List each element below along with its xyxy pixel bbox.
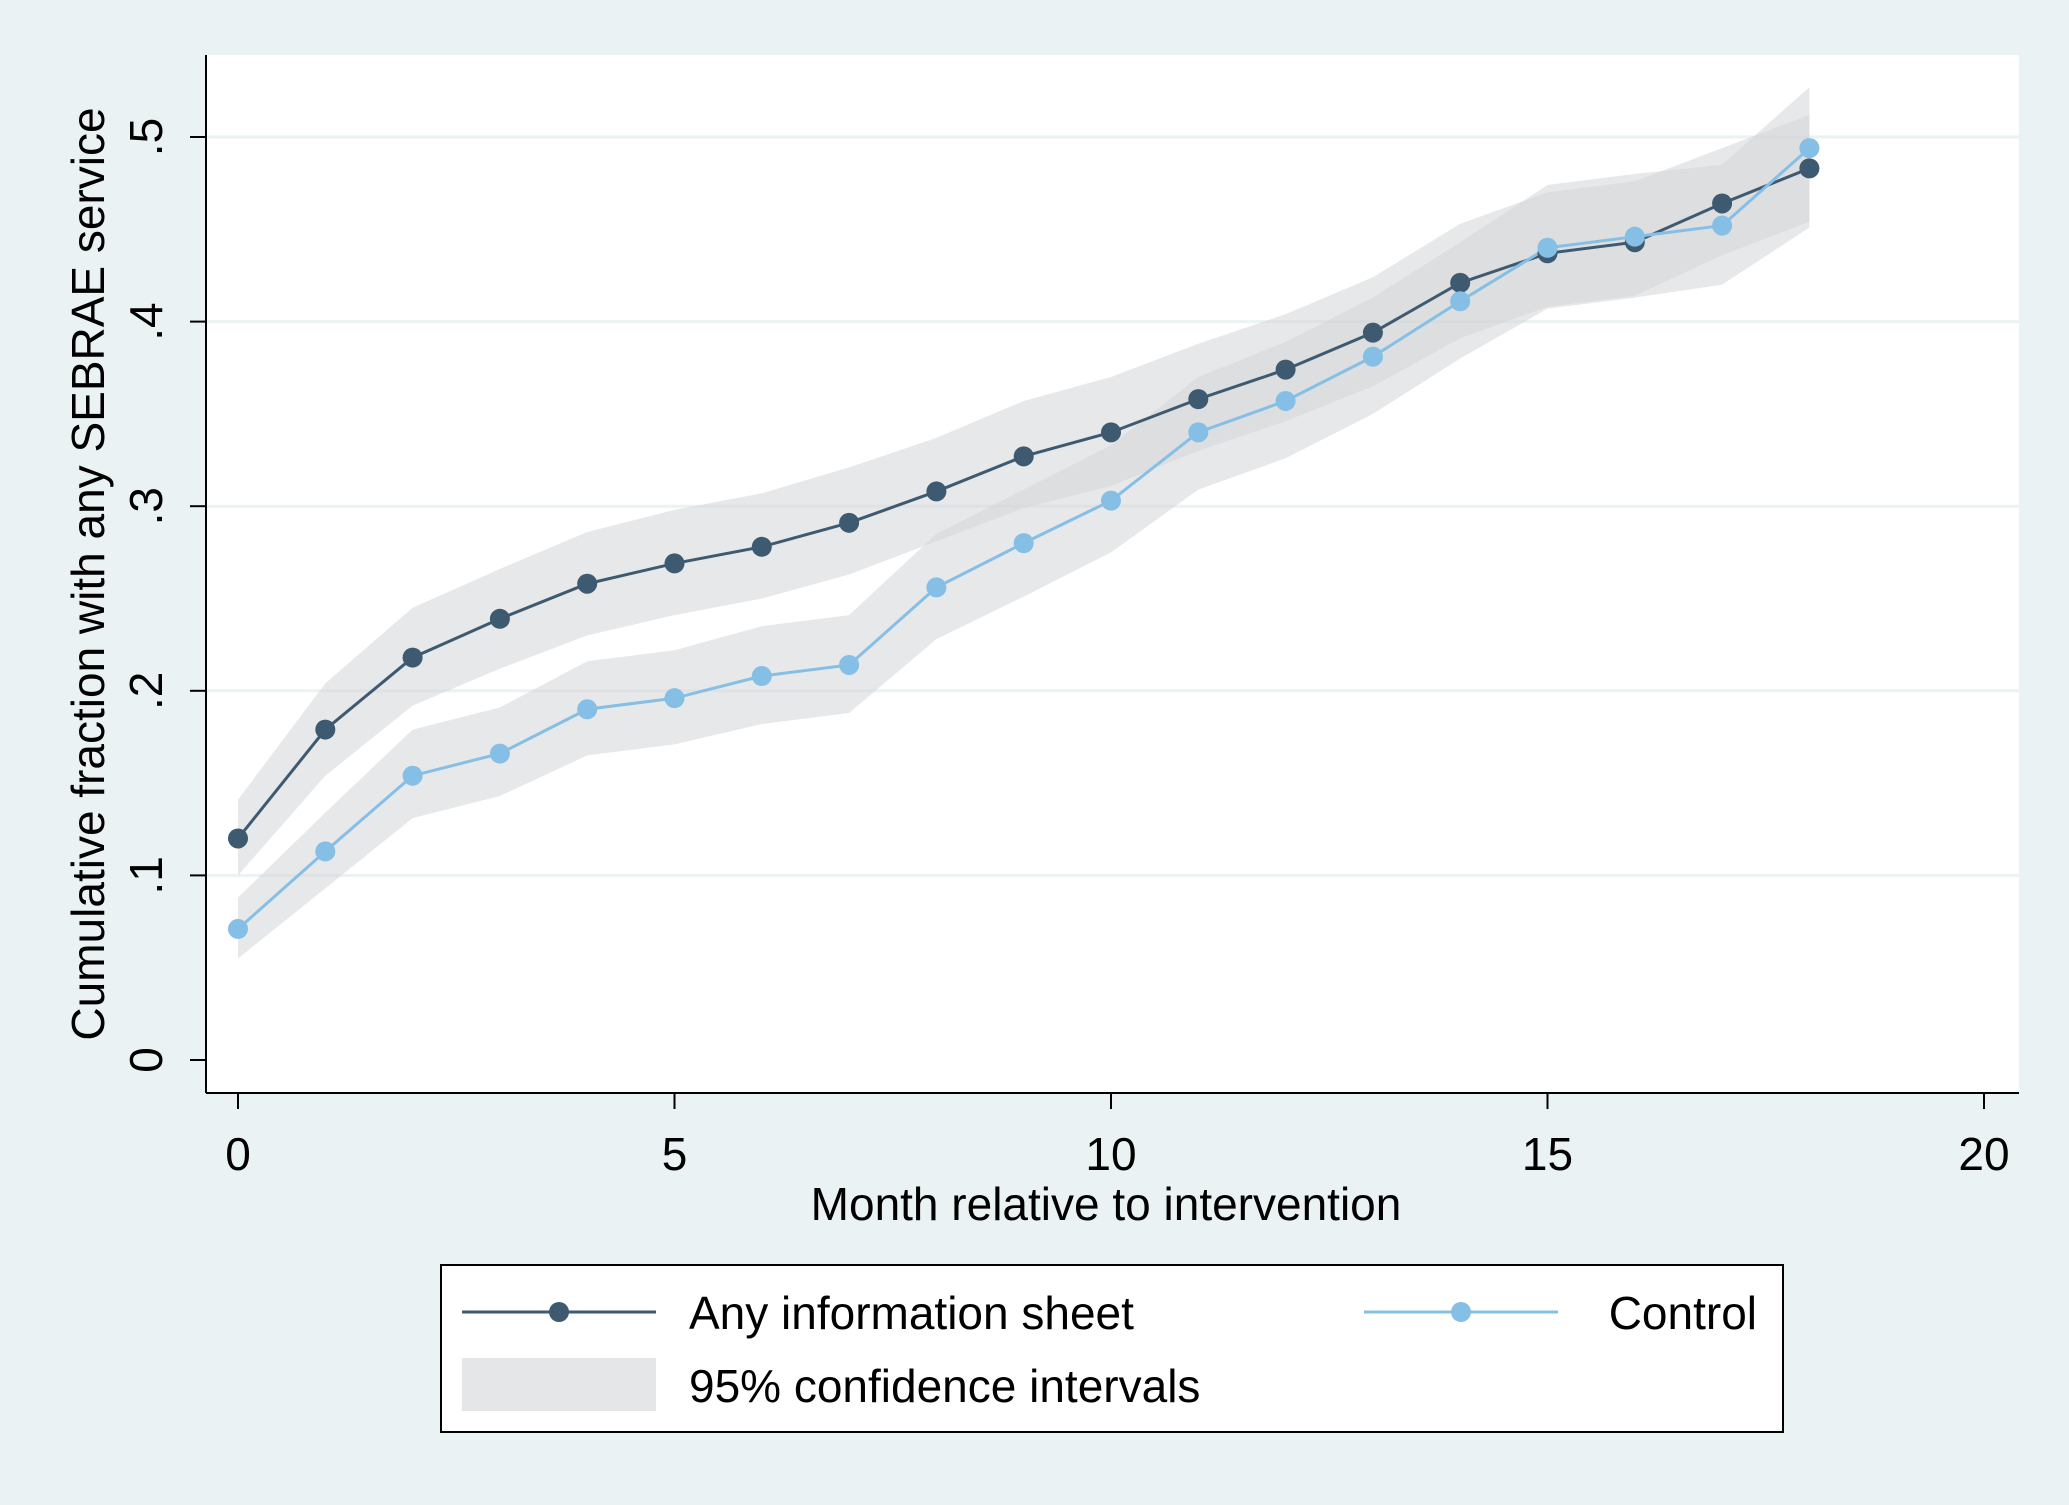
- legend-marker-any-information-sheet: [549, 1302, 569, 1322]
- point-any-information-sheet-2: [402, 647, 423, 668]
- point-any-information-sheet-13: [1362, 322, 1383, 343]
- point-control-16: [1624, 226, 1645, 247]
- y-axis-label: Cumulative fraction with any SEBRAE serv…: [62, 107, 114, 1040]
- x-tick-label-0: 0: [225, 1128, 251, 1180]
- legend-label-confidence-intervals: 95% confidence intervals: [689, 1360, 1200, 1412]
- point-control-5: [664, 688, 685, 709]
- y-tick-label-5: .5: [120, 118, 172, 156]
- point-any-information-sheet-17: [1712, 193, 1733, 214]
- y-tick-label-3: .3: [120, 487, 172, 525]
- point-control-2: [402, 765, 423, 786]
- point-any-information-sheet-8: [926, 481, 947, 502]
- point-control-6: [751, 666, 772, 687]
- confidence-bands: [238, 87, 1810, 959]
- point-control-15: [1537, 237, 1558, 258]
- series-points: [228, 138, 1820, 939]
- point-control-4: [577, 699, 598, 720]
- point-control-10: [1101, 490, 1121, 511]
- point-any-information-sheet-18: [1799, 158, 1820, 179]
- point-control-17: [1712, 215, 1733, 236]
- point-control-18: [1799, 138, 1820, 159]
- point-any-information-sheet-3: [489, 608, 510, 629]
- x-axis-label: Month relative to intervention: [811, 1178, 1402, 1230]
- point-any-information-sheet-12: [1275, 359, 1296, 380]
- point-control-12: [1275, 390, 1296, 411]
- point-control-14: [1450, 291, 1471, 312]
- point-any-information-sheet-6: [751, 536, 772, 557]
- legend-swatch-confidence-intervals: [462, 1358, 656, 1411]
- x-ticks: 0 5 10 15 20: [225, 1093, 2010, 1180]
- point-control-9: [1013, 533, 1034, 554]
- y-tick-label-2: .2: [120, 672, 172, 710]
- ci-band-control: [238, 87, 1810, 959]
- legend: Any information sheet Control 95% confid…: [440, 1264, 1784, 1433]
- point-control-8: [926, 577, 947, 598]
- point-any-information-sheet-0: [228, 828, 248, 849]
- point-control-13: [1362, 346, 1383, 367]
- legend-marker-control: [1451, 1302, 1471, 1322]
- point-any-information-sheet-1: [315, 719, 336, 740]
- point-any-information-sheet-7: [839, 512, 860, 533]
- y-tick-label-1: .1: [120, 856, 172, 894]
- legend-label-any-information-sheet: Any information sheet: [689, 1287, 1134, 1339]
- y-tick-label-0: 0: [120, 1047, 172, 1073]
- legend-label-control: Control: [1609, 1287, 1757, 1339]
- point-any-information-sheet-11: [1188, 389, 1209, 410]
- y-tick-label-4: .4: [120, 302, 172, 340]
- point-any-information-sheet-4: [577, 573, 598, 594]
- point-control-3: [489, 743, 510, 764]
- point-any-information-sheet-5: [664, 553, 685, 574]
- x-tick-label-2: 10: [1085, 1128, 1136, 1180]
- point-any-information-sheet-9: [1013, 446, 1034, 467]
- point-control-11: [1188, 422, 1209, 443]
- legend-box: [440, 1264, 1784, 1433]
- point-any-information-sheet-10: [1101, 422, 1121, 443]
- point-control-7: [839, 654, 860, 675]
- point-any-information-sheet-14: [1450, 272, 1471, 293]
- point-control-0: [228, 918, 248, 939]
- x-tick-label-3: 15: [1522, 1128, 1573, 1180]
- x-tick-label-1: 5: [662, 1128, 688, 1180]
- y-ticks: 0 .1 .2 .3 .4 .5: [120, 118, 206, 1073]
- point-control-1: [315, 841, 336, 862]
- x-tick-label-4: 20: [1958, 1128, 2009, 1180]
